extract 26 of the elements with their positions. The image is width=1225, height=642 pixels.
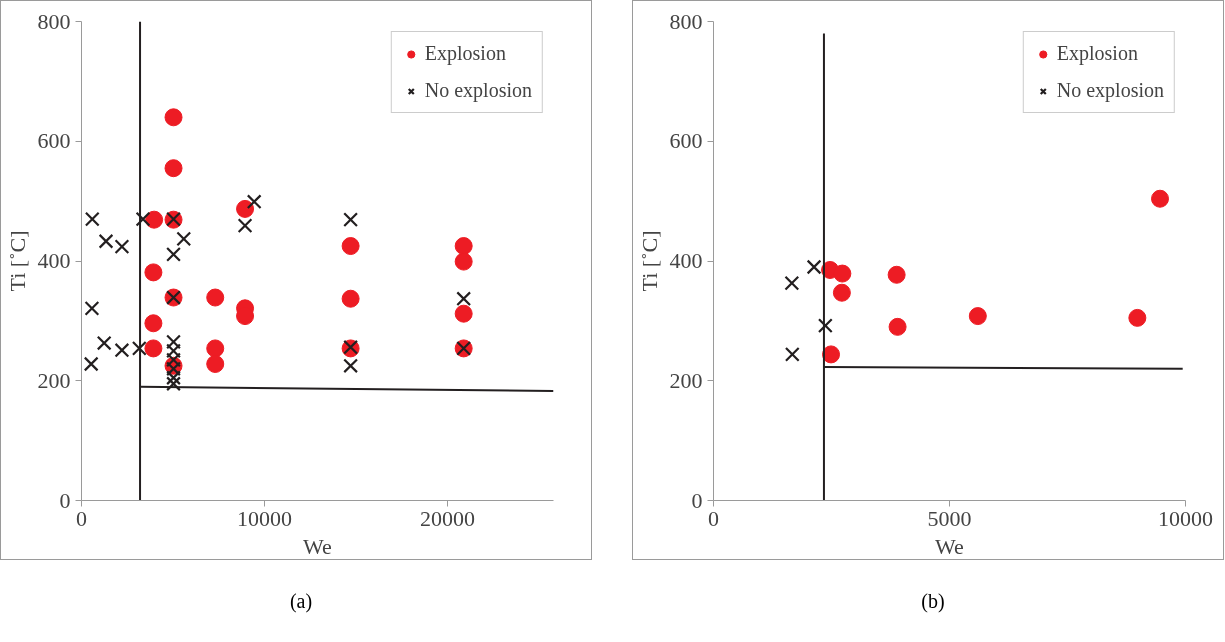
- legend-label: Explosion: [424, 42, 506, 65]
- x-tick-label: 0: [708, 505, 719, 531]
- y-tick-label: 200: [669, 367, 703, 393]
- y-axis-title: Ti [˚C]: [636, 230, 662, 292]
- x-tick-label: 0: [76, 505, 87, 531]
- x-axis-title: We: [935, 533, 964, 559]
- y-tick-label: 0: [59, 487, 71, 513]
- y-axis-title: Ti [˚C]: [4, 230, 30, 292]
- legend-label: No explosion: [424, 79, 532, 102]
- x-tick-label: 10000: [1158, 505, 1213, 531]
- y-tick-label: 200: [37, 367, 71, 393]
- y-tick-label: 400: [37, 248, 71, 273]
- x-axis-title: We: [303, 533, 332, 559]
- y-tick-label: 400: [669, 248, 703, 273]
- x-tick-label: 10000: [236, 505, 292, 531]
- text: (a): [289, 589, 313, 615]
- legend-label: Explosion: [1056, 42, 1138, 65]
- legend-label: No explosion: [1056, 79, 1164, 102]
- y-tick-label: 600: [669, 128, 703, 154]
- y-tick-label: 800: [669, 8, 703, 34]
- y-tick-label: 0: [691, 487, 703, 513]
- x-tick-label: 5000: [927, 505, 972, 531]
- y-tick-label: 800: [37, 8, 71, 34]
- text: (b): [921, 589, 945, 614]
- x-tick-label: 20000: [419, 505, 475, 531]
- y-tick-label: 600: [37, 128, 71, 154]
